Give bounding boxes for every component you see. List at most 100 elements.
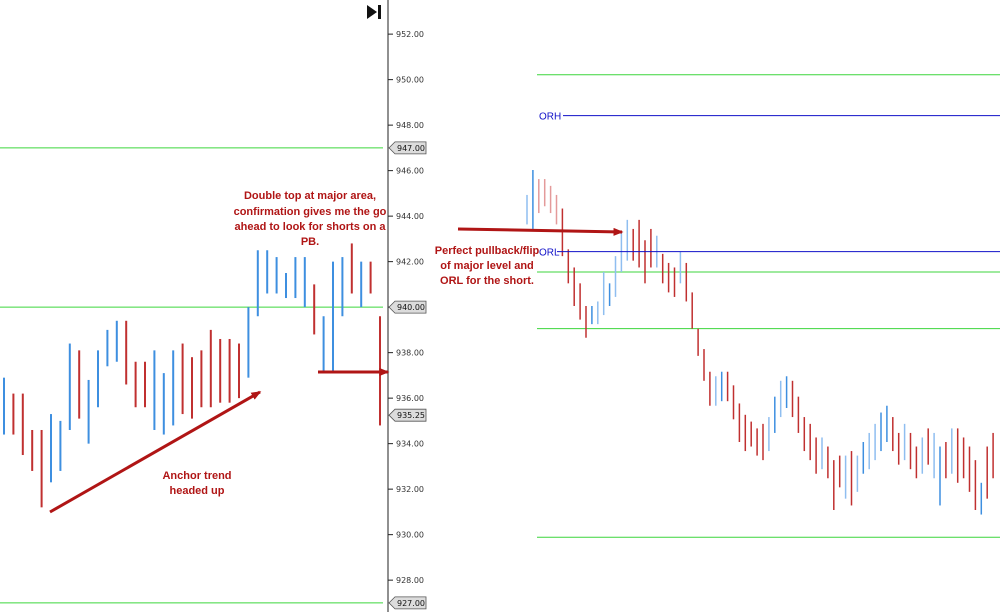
price-bar [921,437,924,474]
price-tick-label: 946.00 [396,167,424,176]
price-bar [726,371,729,402]
price-bar [294,257,297,299]
opening-range-label: ORL [539,248,560,259]
price-bar [638,219,640,268]
price-bar [59,420,62,471]
price-bar [650,228,652,268]
price-bar [567,249,570,284]
left-support-levels [0,147,383,604]
price-bar [785,376,788,408]
price-bar [945,442,947,479]
price-bar [667,262,670,293]
annotation-line: of major level and [440,260,534,272]
price-bar [3,377,5,435]
price-tag: 947.00 [388,141,427,155]
price-bar [703,349,705,381]
price-bar [856,455,859,492]
price-bar [779,380,782,418]
price-bar [673,267,676,297]
price-bar [962,437,965,479]
price-bar [106,329,109,367]
price-bar [797,396,800,433]
price-bar [791,380,794,418]
price-tags: 947.00 940.00 935.25 927.00 [388,141,427,610]
price-bar [844,455,847,499]
price-tick-label: 930.00 [396,531,424,540]
price-bar [709,371,711,406]
price-tick-label: 944.00 [396,212,424,221]
price-bar [303,257,306,308]
price-bar [322,316,325,374]
price-bar [897,432,900,465]
annotation-line: confirmation gives me the go [234,206,387,218]
price-bar [585,306,587,338]
price-bar [313,284,316,335]
price-tag-label: 935.25 [397,411,425,420]
price-bar [369,261,372,294]
price-bar [644,240,646,284]
price-bar [555,194,558,225]
price-tag-label: 940.00 [397,303,425,312]
price-bar [144,361,146,408]
price-bar [626,219,629,261]
price-bar [986,446,988,499]
skip-to-end-icon[interactable] [366,4,382,20]
price-bar [915,446,918,479]
price-bar [275,257,278,294]
price-bar [697,328,699,356]
price-bar [685,262,688,302]
annotation-line: Double top at major area, [244,190,376,202]
price-axis-ticks: 952.00 950.00 948.00 946.00 944.00 942.00 940.… [388,30,424,585]
anchor-trend-arrow [49,390,262,514]
price-tag: 940.00 [388,300,427,314]
price-tick-label: 952.00 [396,30,424,39]
annotation-line: Perfect pullback/flip [435,245,540,257]
price-bar [892,417,894,452]
price-bar [951,428,953,474]
price-bar [956,428,959,483]
price-bar [803,417,806,452]
price-bar [134,361,137,408]
annotation-double-top: Double top at major area, confirmation g… [234,190,387,248]
price-bar [21,393,24,456]
price-bar [732,385,735,420]
annotation-line: Anchor trend [162,470,231,482]
price-bar [821,437,823,470]
price-bar [78,350,81,419]
price-bar [980,482,983,515]
price-bar [886,405,888,442]
price-bar [538,179,540,214]
price-bar [573,267,575,306]
price-bar [341,257,344,317]
price-bar [125,320,128,385]
price-bar [809,423,811,461]
price-tag-label: 927.00 [397,599,425,608]
price-tag: 935.25 [388,408,427,422]
price-bar [691,292,693,329]
price-bar [247,307,250,378]
price-tag: 927.00 [388,596,427,610]
annotation-line: PB. [301,236,319,248]
price-bar [256,250,259,317]
price-bar [715,376,717,406]
price-bar [833,460,835,510]
price-bar [200,350,203,408]
price-bar [880,412,882,452]
price-bar [661,253,664,284]
price-bar [87,379,90,444]
annotation-line: ORL for the short. [440,275,534,287]
price-bar [874,423,876,461]
price-bar [219,338,222,403]
price-axis: 952.00 950.00 948.00 946.00 944.00 942.00 940.… [387,0,427,612]
price-bar [526,194,528,225]
price-bar [266,250,269,294]
price-bar [827,446,829,479]
price-tick-label: 936.00 [396,394,424,403]
price-bar [738,403,741,442]
price-tick-label: 928.00 [396,576,424,585]
price-tick-label: 950.00 [396,76,424,85]
price-bar [50,414,52,483]
price-bar [591,306,593,325]
price-bar [238,343,240,399]
price-bar [191,357,193,419]
